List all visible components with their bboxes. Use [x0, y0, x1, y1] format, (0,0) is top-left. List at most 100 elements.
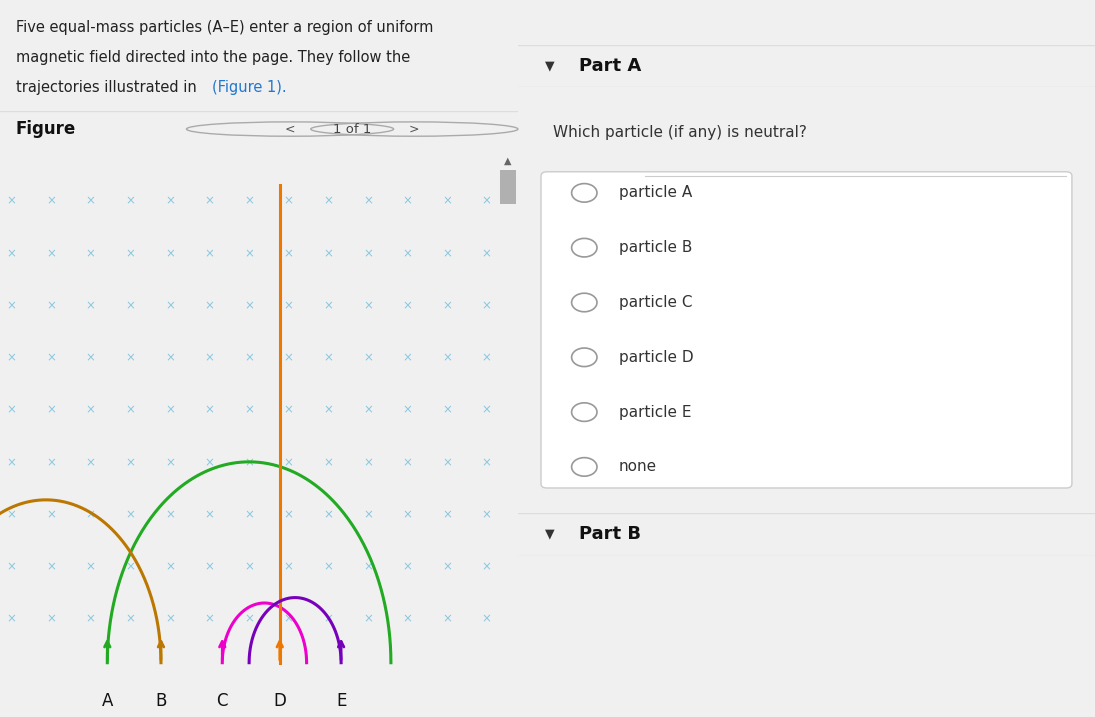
- Text: Which particle (if any) is neutral?: Which particle (if any) is neutral?: [553, 125, 806, 141]
- Text: ×: ×: [403, 561, 413, 574]
- Text: trajectories illustrated in: trajectories illustrated in: [15, 80, 206, 95]
- Text: 1 of 1: 1 of 1: [333, 123, 371, 136]
- Text: ×: ×: [323, 404, 333, 417]
- Text: ×: ×: [323, 247, 333, 260]
- Text: ×: ×: [482, 195, 492, 208]
- Text: ×: ×: [362, 613, 373, 626]
- Text: ×: ×: [362, 404, 373, 417]
- Text: ×: ×: [482, 561, 492, 574]
- Text: ×: ×: [482, 456, 492, 469]
- Text: ×: ×: [442, 561, 452, 574]
- Text: ×: ×: [284, 247, 293, 260]
- Text: ×: ×: [323, 299, 333, 313]
- Text: ×: ×: [284, 351, 293, 364]
- Text: ×: ×: [284, 404, 293, 417]
- Text: ×: ×: [362, 195, 373, 208]
- Text: ×: ×: [85, 351, 95, 364]
- Text: ×: ×: [165, 247, 175, 260]
- Text: ×: ×: [362, 561, 373, 574]
- Text: ×: ×: [46, 299, 56, 313]
- Text: ×: ×: [165, 561, 175, 574]
- Text: ×: ×: [46, 561, 56, 574]
- Text: ×: ×: [244, 613, 254, 626]
- Text: magnetic field directed into the page. They follow the: magnetic field directed into the page. T…: [15, 50, 410, 65]
- Text: ×: ×: [323, 508, 333, 521]
- Text: ×: ×: [7, 613, 16, 626]
- Text: ×: ×: [284, 299, 293, 313]
- Text: ×: ×: [85, 508, 95, 521]
- Text: ×: ×: [7, 247, 16, 260]
- Text: A: A: [102, 692, 113, 710]
- Text: ×: ×: [442, 351, 452, 364]
- Text: ×: ×: [46, 195, 56, 208]
- Text: ×: ×: [7, 561, 16, 574]
- Text: particle C: particle C: [619, 295, 692, 310]
- Text: ×: ×: [205, 351, 215, 364]
- Text: ×: ×: [403, 456, 413, 469]
- Text: Figure: Figure: [15, 120, 76, 138]
- Text: ×: ×: [125, 404, 136, 417]
- Text: ×: ×: [442, 299, 452, 313]
- Text: particle E: particle E: [619, 404, 691, 419]
- Text: ×: ×: [482, 247, 492, 260]
- Text: ×: ×: [442, 456, 452, 469]
- Text: ×: ×: [85, 456, 95, 469]
- Text: ×: ×: [244, 404, 254, 417]
- Text: >: >: [410, 123, 419, 136]
- Text: Part A: Part A: [578, 57, 641, 75]
- Text: ×: ×: [85, 613, 95, 626]
- Text: ×: ×: [205, 561, 215, 574]
- Text: ×: ×: [403, 613, 413, 626]
- Text: ×: ×: [205, 247, 215, 260]
- Text: ×: ×: [165, 508, 175, 521]
- Text: ×: ×: [7, 456, 16, 469]
- Text: ×: ×: [362, 508, 373, 521]
- Text: ×: ×: [165, 351, 175, 364]
- Text: ×: ×: [165, 456, 175, 469]
- Text: ×: ×: [403, 351, 413, 364]
- Text: particle B: particle B: [619, 240, 692, 255]
- Text: ×: ×: [482, 508, 492, 521]
- Text: ×: ×: [403, 508, 413, 521]
- Text: ×: ×: [125, 508, 136, 521]
- Text: ×: ×: [442, 613, 452, 626]
- Text: E: E: [336, 692, 346, 710]
- Text: ×: ×: [7, 195, 16, 208]
- Text: ×: ×: [323, 195, 333, 208]
- Text: none: none: [619, 460, 657, 475]
- Text: ×: ×: [482, 613, 492, 626]
- Text: ×: ×: [362, 247, 373, 260]
- Text: <: <: [285, 123, 296, 136]
- Text: ×: ×: [165, 195, 175, 208]
- Text: ×: ×: [125, 299, 136, 313]
- Text: ×: ×: [85, 247, 95, 260]
- Text: ×: ×: [85, 195, 95, 208]
- Text: ×: ×: [284, 195, 293, 208]
- Text: ×: ×: [7, 508, 16, 521]
- Text: Five equal-mass particles (A–E) enter a region of uniform: Five equal-mass particles (A–E) enter a …: [15, 20, 433, 35]
- Text: ×: ×: [323, 351, 333, 364]
- Text: ▲: ▲: [505, 156, 511, 166]
- Text: ×: ×: [205, 508, 215, 521]
- Text: Part B: Part B: [578, 525, 641, 543]
- Text: ×: ×: [284, 508, 293, 521]
- Text: ×: ×: [403, 404, 413, 417]
- Text: ×: ×: [85, 404, 95, 417]
- Text: ×: ×: [85, 299, 95, 313]
- Text: ×: ×: [403, 195, 413, 208]
- Text: ×: ×: [46, 508, 56, 521]
- Text: ×: ×: [482, 299, 492, 313]
- Text: ×: ×: [244, 561, 254, 574]
- Text: ×: ×: [442, 247, 452, 260]
- Text: ×: ×: [323, 613, 333, 626]
- FancyBboxPatch shape: [500, 170, 516, 204]
- Text: particle D: particle D: [619, 350, 693, 365]
- Text: ×: ×: [284, 561, 293, 574]
- Text: ×: ×: [403, 299, 413, 313]
- Text: D: D: [274, 692, 286, 710]
- Text: C: C: [217, 692, 228, 710]
- Text: ×: ×: [323, 456, 333, 469]
- Text: ×: ×: [165, 404, 175, 417]
- Text: ×: ×: [284, 456, 293, 469]
- Text: ×: ×: [403, 247, 413, 260]
